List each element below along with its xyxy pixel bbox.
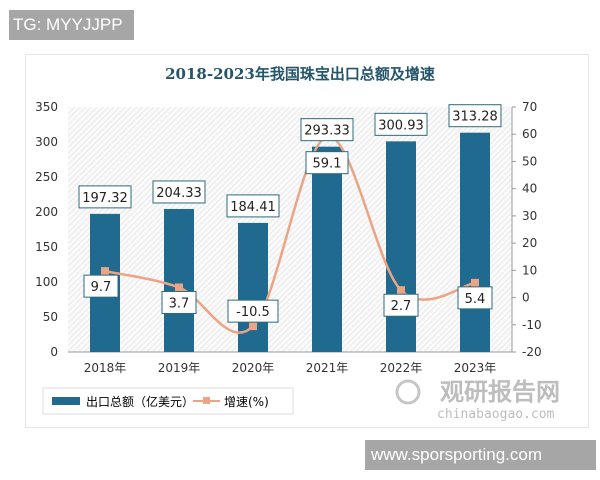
growth-value-label-box — [83, 274, 119, 298]
growth-value-label: 5.4 — [465, 292, 486, 307]
legend-bar-swatch — [52, 397, 80, 405]
bar-value-label-box — [374, 112, 428, 136]
growth-marker — [471, 278, 479, 287]
right-axis-tick: -20 — [522, 345, 542, 359]
x-axis-tick: 2022年 — [380, 361, 423, 375]
right-axis-tick: 30 — [522, 209, 537, 223]
growth-value-label-box — [305, 151, 349, 175]
bar-value-label-box — [226, 194, 280, 218]
right-axis-tick: 40 — [522, 182, 537, 196]
plot-background — [68, 107, 512, 352]
left-axis-tick: 0 — [50, 345, 58, 359]
right-axis-tick: 20 — [522, 236, 537, 250]
bar — [238, 222, 268, 352]
bar-value-label: 300.93 — [378, 118, 424, 133]
left-axis-tick: 300 — [35, 135, 58, 149]
bar — [386, 141, 416, 352]
growth-marker — [101, 267, 109, 276]
chart-title: 2018-2023年我国珠宝出口总额及增速 — [165, 65, 435, 83]
top-watermark-tag: TG: MYYJJPP — [9, 10, 134, 40]
chart-card — [25, 54, 589, 428]
growth-value-label-box — [161, 290, 197, 314]
right-axis-tick: 0 — [522, 291, 530, 305]
growth-value-label: 59.1 — [313, 157, 342, 172]
legend-line-marker — [203, 397, 210, 404]
growth-value-label: -10.5 — [236, 305, 270, 320]
growth-value-label-box — [383, 293, 419, 317]
growth-marker — [175, 283, 183, 292]
watermark-url: chinabaogao.com — [437, 407, 555, 422]
bar-value-label: 204.33 — [156, 186, 202, 201]
growth-value-label: 2.7 — [391, 299, 412, 314]
growth-value-label: 3.7 — [169, 296, 190, 311]
x-axis-tick: 2021年 — [306, 361, 349, 375]
growth-value-label: 9.7 — [91, 280, 112, 295]
left-axis-tick: 250 — [35, 170, 58, 184]
left-axis-tick: 200 — [35, 205, 58, 219]
x-axis-tick: 2023年 — [454, 361, 497, 375]
bar — [312, 146, 342, 352]
bar-value-label: 313.28 — [452, 110, 498, 125]
watermark-logo-icon — [395, 379, 421, 405]
bar-value-label: 184.41 — [230, 200, 276, 215]
site-watermark: 观研报告网 chinabaogao.com — [395, 378, 560, 422]
legend: 出口总额（亿美元） 增速(%) — [42, 387, 294, 415]
growth-value-label-box — [227, 299, 279, 323]
bar-value-label: 293.33 — [304, 124, 350, 139]
right-axis-tick: 10 — [522, 263, 537, 277]
bar-value-label: 197.32 — [82, 191, 128, 206]
legend-line-label: 增速(%) — [224, 395, 269, 409]
right-axis-tick: 50 — [522, 154, 537, 168]
right-axis-tick: 70 — [522, 100, 537, 114]
bar-value-label-box — [300, 118, 354, 142]
bar-value-label-box — [78, 185, 132, 209]
x-axis-tick: 2018年 — [84, 361, 127, 375]
bar-value-label-box — [152, 180, 206, 204]
bar — [460, 132, 490, 352]
left-axis-tick: 50 — [43, 310, 58, 324]
growth-marker — [249, 322, 257, 331]
left-axis-tick: 150 — [35, 240, 58, 254]
left-axis-tick: 350 — [35, 100, 58, 114]
legend-bar-label: 出口总额（亿美元） — [86, 394, 194, 409]
growth-marker — [397, 286, 405, 295]
watermark-name: 观研报告网 — [440, 378, 560, 406]
x-axis-tick: 2020年 — [232, 361, 275, 375]
growth-value-label-box — [457, 286, 493, 310]
bar-value-label-box — [448, 104, 502, 128]
right-axis-tick: 60 — [522, 127, 537, 141]
bar — [164, 208, 194, 352]
left-axis-tick: 100 — [35, 275, 58, 289]
x-axis-tick: 2019年 — [158, 361, 201, 375]
bottom-watermark-tag: www.sporsporting.com — [365, 440, 596, 470]
right-axis-tick: -10 — [522, 318, 542, 332]
